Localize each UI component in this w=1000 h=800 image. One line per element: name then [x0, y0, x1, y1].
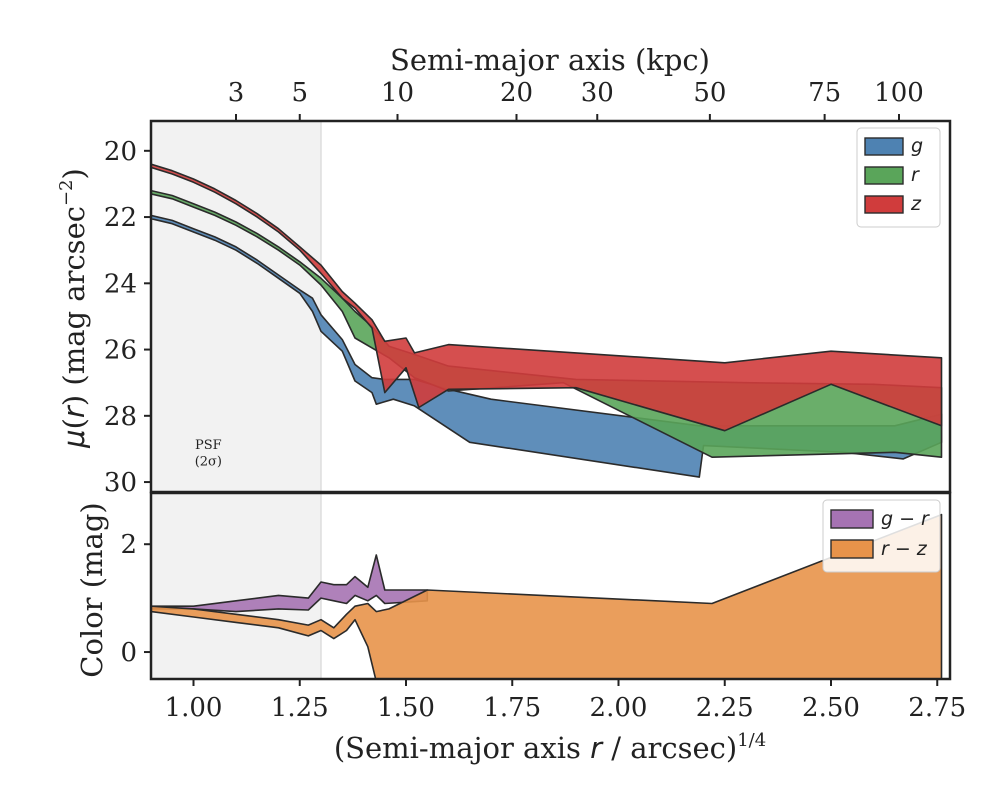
top-kpc-axis-ticks: 3 5 10 20 30 50 75 100 [228, 78, 924, 121]
x-axis-title-exponent: 1/4 [737, 730, 766, 751]
surface-brightness-legend: grz [856, 127, 941, 228]
legend-entry-label: r [911, 164, 920, 186]
legend-entry-label: r − z [881, 538, 928, 560]
legend-swatch [864, 137, 904, 156]
x-tick-label: 2.50 [802, 693, 860, 723]
y-tick-label: 2 [120, 530, 137, 560]
kpc-tick-label: 10 [381, 78, 414, 108]
color-legend: g − r r − z [822, 499, 941, 573]
y-tick-label: 28 [104, 402, 137, 432]
psf-shaded-region [151, 121, 321, 492]
kpc-tick-label: 30 [581, 78, 614, 108]
y-tick-label: 0 [120, 638, 137, 668]
x-tick-label: 1.25 [271, 693, 329, 723]
bottom-panel-frame [149, 491, 952, 681]
x-axis-ticks: 1.00 1.25 1.50 1.75 2.00 2.25 2.50 2.75 [165, 679, 966, 723]
legend-entry-label: z [910, 193, 922, 215]
psf-shaded-region-color [151, 493, 321, 679]
y-axis-title-top: μ(r) (mag arcsec−2) [56, 168, 91, 449]
x-tick-label: 2.00 [590, 693, 648, 723]
kpc-tick-label: 3 [228, 78, 245, 108]
y-axis-title-paren: ( [57, 418, 91, 429]
y-axis-title-r: r [57, 404, 91, 418]
x-axis-title: (Semi-major axis r / arcsec)1/4 [334, 730, 766, 765]
color-bands [151, 513, 943, 679]
x-tick-label: 1.50 [377, 693, 435, 723]
surface-brightness-bands [151, 163, 943, 478]
y-axis-title-close: ) [57, 168, 91, 179]
y-tick-label: 22 [104, 203, 137, 233]
surface-brightness-panel: PSF (2σ) 20 22 24 26 28 30 3 5 10 20 30 50 75 100 Se… [104, 43, 952, 498]
legend-swatch [864, 195, 904, 214]
legend-entry-label: g − r [881, 508, 930, 530]
psf-annotation-sigma: (2σ) [195, 455, 222, 470]
y-axis-title-mu: μ [57, 429, 91, 448]
y-tick-label: 24 [104, 269, 137, 299]
x-tick-label: 1.75 [483, 693, 541, 723]
x-axis-title-r: r [590, 731, 604, 765]
legend-entry-label: g [911, 135, 923, 157]
kpc-tick-label: 75 [808, 78, 841, 108]
x-tick-label: 1.00 [165, 693, 223, 723]
y-tick-label: 30 [104, 468, 137, 498]
top-axis-title: Semi-major axis (kpc) [390, 43, 710, 77]
y-axis-ticks-top: 20 22 24 26 28 30 [104, 137, 151, 498]
legend-swatch [830, 509, 874, 529]
x-tick-label: 2.75 [908, 693, 966, 723]
y-tick-label: 26 [104, 336, 137, 366]
y-axis-ticks-bottom: 02 [120, 530, 151, 668]
y-axis-title-unit: ) (mag arcsec [57, 206, 91, 406]
kpc-tick-label: 100 [874, 78, 924, 108]
x-tick-label: 2.25 [696, 693, 754, 723]
legend-swatch [864, 166, 904, 185]
psf-annotation-label: PSF [195, 438, 222, 453]
y-axis-title-exponent: −2 [56, 179, 77, 206]
legend-swatch [830, 539, 874, 559]
series-z-band [151, 163, 943, 432]
kpc-tick-label: 5 [291, 78, 308, 108]
color-panel: 02 1.00 1.25 1.50 1.75 2.00 2.25 2.50 2.75 g − … [120, 491, 966, 723]
y-tick-label: 20 [104, 137, 137, 167]
kpc-tick-label: 50 [693, 78, 726, 108]
series-rz-band [151, 513, 943, 679]
kpc-tick-label: 20 [500, 78, 533, 108]
x-axis-title-unit: / arcsec) [602, 731, 737, 765]
x-axis-title-main: (Semi-major axis [334, 731, 590, 765]
y-axis-title-bottom: Color (mag) [75, 502, 109, 677]
